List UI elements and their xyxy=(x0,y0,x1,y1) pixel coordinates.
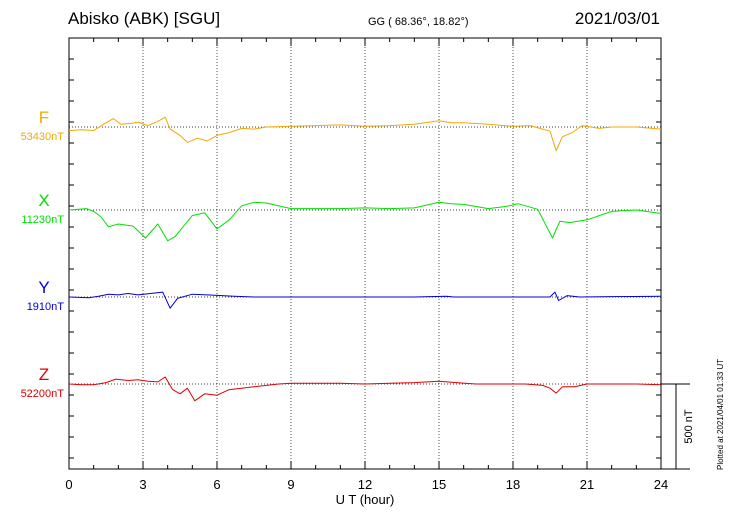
x-tick-label: 15 xyxy=(432,477,446,492)
x-tick-label: 0 xyxy=(65,477,72,492)
trace-z xyxy=(68,376,662,402)
series-labels: F 53430nT X 11230nT Y 1910nT Z 52200nT xyxy=(21,108,65,400)
baseline-value-x: 11230nT xyxy=(21,214,64,226)
baseline-value-z: 52200nT xyxy=(21,388,65,400)
series-label-f: F xyxy=(39,108,49,127)
scale-bar-label: 500 nT xyxy=(683,409,695,444)
x-tick-label: 21 xyxy=(580,477,594,492)
trace-f xyxy=(68,116,662,152)
axis-ticks: 0 3 6 9 12 15 18 21 24 xyxy=(65,38,668,492)
grid-lines xyxy=(69,38,661,469)
series-label-y: Y xyxy=(38,278,49,297)
scale-bar: 500 nT xyxy=(661,383,695,470)
x-tick-label: 3 xyxy=(139,477,146,492)
x-axis-label: U T (hour) xyxy=(336,492,395,507)
trace-x xyxy=(68,201,662,242)
traces xyxy=(68,116,662,402)
baseline-value-y: 1910nT xyxy=(27,301,65,313)
x-tick-label: 18 xyxy=(506,477,520,492)
trace-y xyxy=(68,291,662,309)
baseline-value-f: 53430nT xyxy=(21,131,65,143)
station-title: Abisko (ABK) [SGU] xyxy=(68,9,221,28)
x-tick-label: 9 xyxy=(287,477,294,492)
geographic-coordinates: GG ( 68.36°, 18.82°) xyxy=(368,16,469,28)
x-tick-label: 12 xyxy=(358,477,372,492)
date-label: 2021/03/01 xyxy=(574,9,660,28)
series-label-z: Z xyxy=(39,365,49,384)
x-tick-label: 24 xyxy=(654,477,668,492)
series-label-x: X xyxy=(38,191,49,210)
x-tick-label: 6 xyxy=(213,477,220,492)
